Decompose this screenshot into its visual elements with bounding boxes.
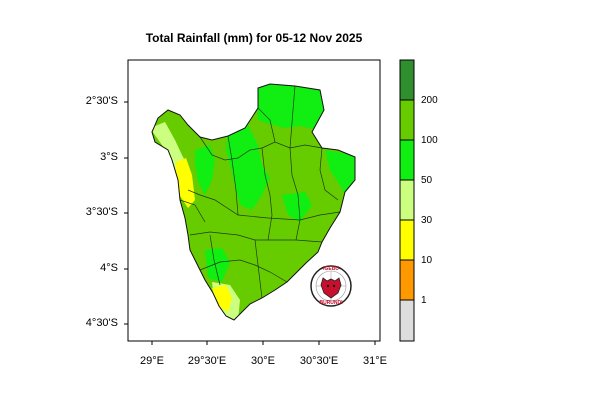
colorbar-swatch-below-1	[399, 299, 415, 342]
x-tick-label: 31°E	[363, 355, 387, 367]
colorbar-swatch-50-100	[399, 139, 415, 181]
colorbar-swatch-10-30	[399, 219, 415, 261]
map-title: Total Rainfall (mm) for 05-12 Nov 2025	[145, 31, 363, 45]
y-axis-ticks	[124, 101, 128, 325]
rainfall-zone-south-yellow	[212, 285, 232, 312]
colorbar-label: 100	[421, 135, 438, 146]
rainfall-zone-central-bright	[226, 125, 270, 210]
colorbar-swatch-200-plus	[399, 59, 415, 101]
colorbar-swatch-1-10	[399, 259, 415, 301]
x-tick-label: 30°E	[251, 355, 275, 367]
x-tick-label: 29°30'E	[187, 355, 227, 367]
province-boundaries	[179, 85, 341, 299]
colorbar-label: 200	[421, 95, 438, 106]
colorbar-label: 50	[421, 175, 433, 186]
x-axis-ticks	[151, 341, 376, 345]
x-tick-label: 29°E	[140, 355, 164, 367]
country-outline	[151, 83, 356, 321]
colorbar-label: 30	[421, 215, 433, 226]
rainfall-zone-midsouth-bright	[282, 192, 312, 222]
y-tick-label: 3°S	[100, 151, 118, 163]
igebu-logo	[310, 265, 352, 307]
logo-text-bottom: BURUNDI	[319, 300, 343, 306]
y-tick-label: 4°30'S	[85, 317, 118, 329]
y-tick-label: 3°30'S	[85, 206, 118, 218]
y-tick-label: 4°S	[100, 262, 118, 274]
rainfall-zone-east-bright	[325, 150, 355, 195]
colorbar-label: 10	[421, 255, 433, 266]
logo-text-top: IGEBU	[323, 266, 339, 272]
rainfall-zone-southwest-bright	[205, 248, 230, 282]
y-tick-label: 2°30'S	[85, 95, 118, 107]
x-tick-label: 30°30'E	[299, 355, 339, 367]
colorbar-swatch-100-200	[399, 99, 415, 141]
colorbar	[399, 59, 415, 342]
leopard-head-icon	[320, 277, 342, 299]
rainfall-zone-west-bright	[195, 145, 215, 195]
rainfall-zone-north-bright	[255, 84, 330, 130]
colorbar-label: 1	[421, 295, 427, 306]
colorbar-swatch-30-50	[399, 179, 415, 221]
